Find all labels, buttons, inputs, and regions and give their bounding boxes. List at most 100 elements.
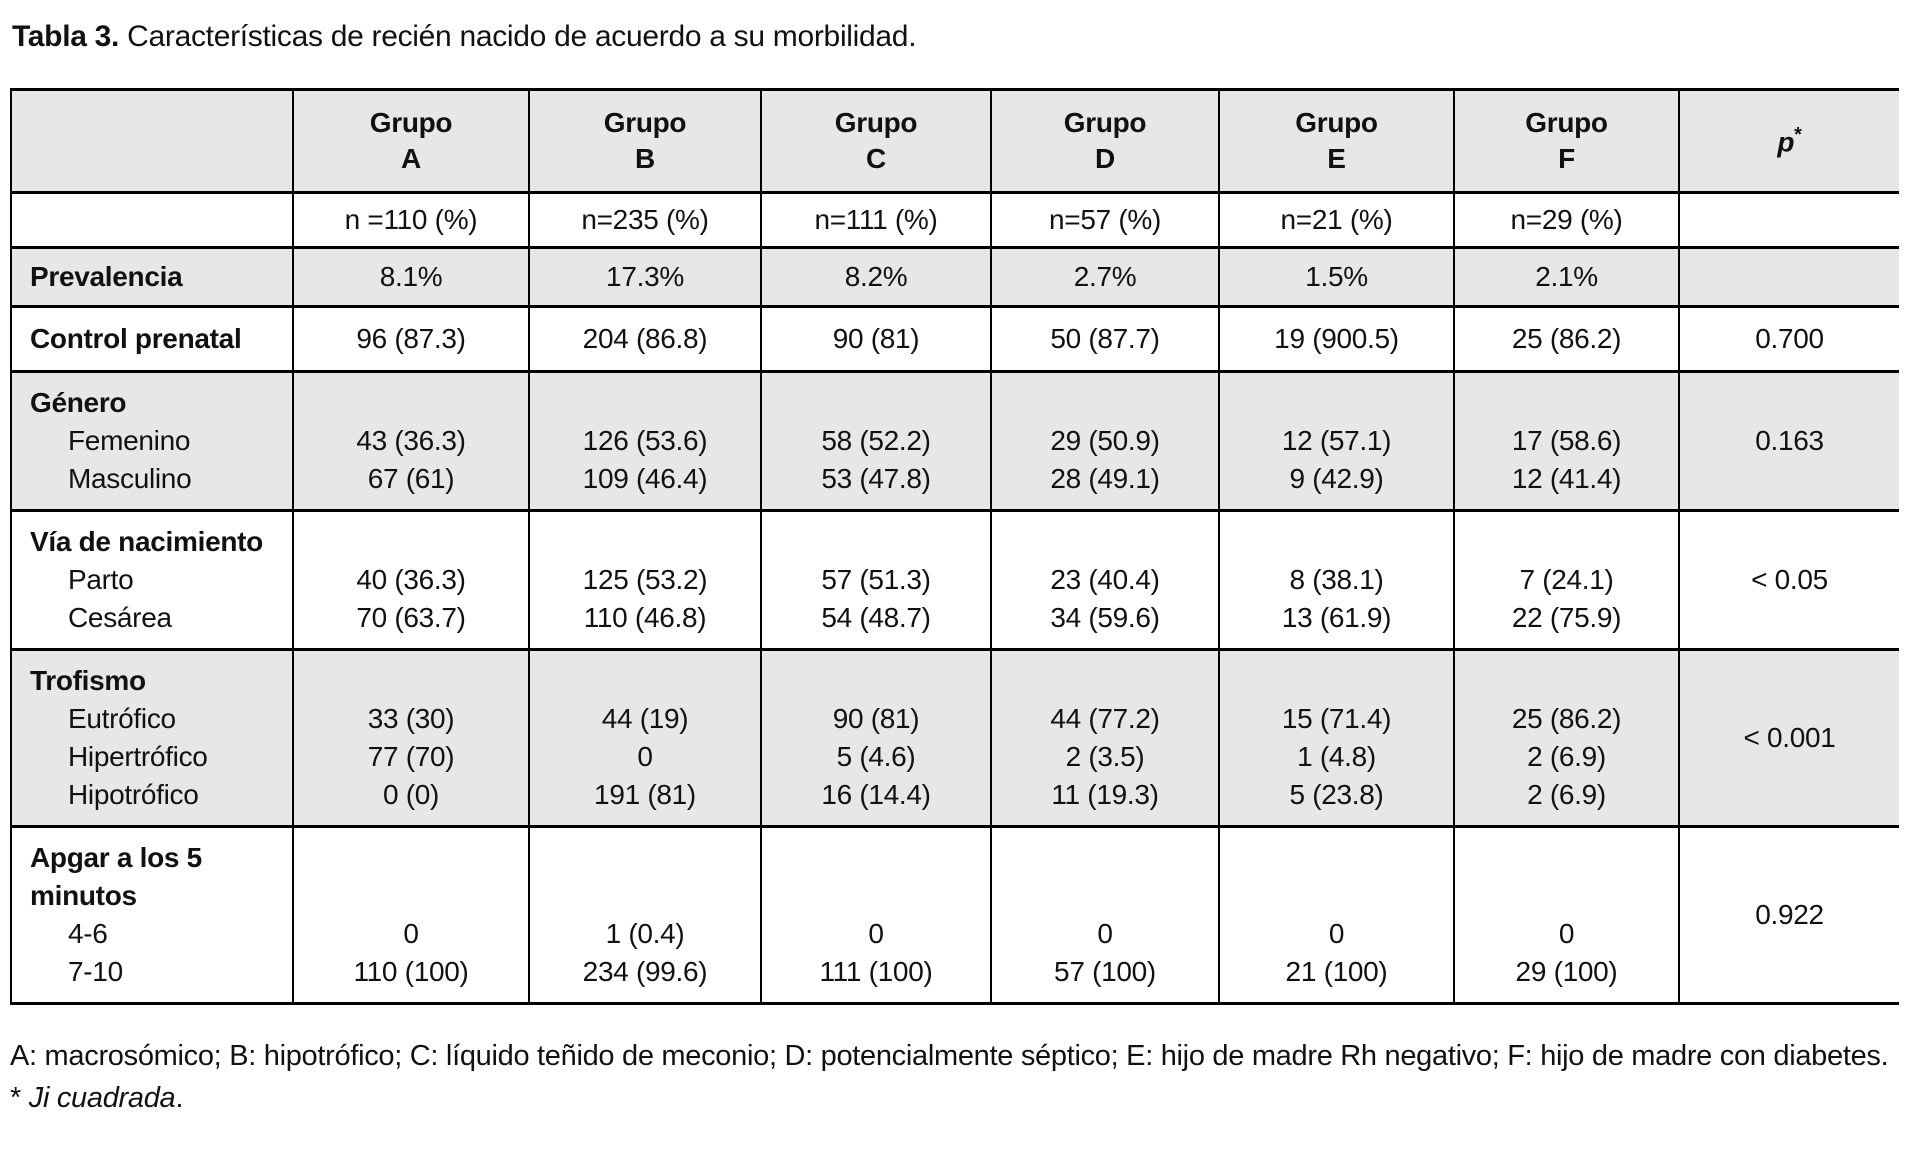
trofismo-section: Trofismo Eutrófico Hipertrófico Hipotróf… bbox=[11, 649, 1899, 828]
p-value-cell: 0.700 bbox=[1679, 306, 1899, 373]
value: 40 (36.3) bbox=[356, 564, 466, 595]
sub-label: 4-6 bbox=[68, 918, 108, 949]
p-value-cell: < 0.05 bbox=[1679, 510, 1899, 651]
value: 23 (40.4) bbox=[1050, 564, 1160, 595]
control-prenatal-row: Control prenatal 96 (87.3) 204 (86.8) 90… bbox=[11, 306, 1899, 373]
section-heading: Género bbox=[30, 387, 127, 418]
value: 13 (61.9) bbox=[1281, 602, 1392, 633]
footnote-asterisk: * bbox=[10, 1082, 29, 1114]
cell: 204 (86.8) bbox=[529, 306, 762, 373]
grupo-word: Grupo bbox=[1063, 107, 1147, 138]
table-title-number: Tabla 3. bbox=[12, 20, 120, 53]
row-label-genero: Género Femenino Masculino bbox=[11, 371, 294, 512]
grupo-letter: B bbox=[635, 143, 655, 174]
value: 0 bbox=[868, 918, 884, 949]
cell: 0 21 (100) bbox=[1219, 826, 1455, 1005]
cell: 29 (50.9) 28 (49.1) bbox=[991, 371, 1220, 512]
cell: 57 (51.3) 54 (48.7) bbox=[761, 510, 992, 651]
value: 111 (100) bbox=[819, 956, 933, 987]
cell: 96 (87.3) bbox=[293, 306, 530, 373]
cell: 40 (36.3) 70 (63.7) bbox=[293, 510, 530, 651]
p-value-cell: 0.922 bbox=[1679, 826, 1899, 1005]
grupo-word: Grupo bbox=[603, 107, 687, 138]
cell: 1.5% bbox=[1219, 247, 1455, 308]
sub-label: 7-10 bbox=[68, 956, 123, 987]
value: 109 (46.4) bbox=[582, 463, 708, 494]
value: 58 (52.2) bbox=[821, 425, 931, 456]
footnote-groups: A: macrosómico; B: hipotrófico; C: líqui… bbox=[10, 1040, 1889, 1072]
cell: 0 29 (100) bbox=[1454, 826, 1680, 1005]
value: 5 (23.8) bbox=[1289, 779, 1384, 810]
grupo-letter: A bbox=[401, 143, 421, 174]
value: 21 (100) bbox=[1285, 956, 1388, 987]
value: 25 (86.2) bbox=[1511, 703, 1622, 734]
value: 17 (58.6) bbox=[1511, 425, 1622, 456]
footnote-test-name: Ji cuadrada bbox=[28, 1082, 176, 1114]
sub-label: Cesárea bbox=[68, 602, 172, 633]
genero-section: Género Femenino Masculino 43 (36.3) 67 (6… bbox=[11, 371, 1899, 512]
row-label-trofismo: Trofismo Eutrófico Hipertrófico Hipotróf… bbox=[11, 649, 294, 828]
value: 90 (81) bbox=[832, 703, 920, 734]
value: 43 (36.3) bbox=[356, 425, 466, 456]
value: 0 bbox=[637, 741, 653, 772]
value: 126 (53.6) bbox=[582, 425, 708, 456]
section-heading: Apgar a los 5 bbox=[30, 842, 202, 873]
sub-label: Hipotrófico bbox=[68, 779, 199, 810]
value: 2 (3.5) bbox=[1065, 741, 1145, 772]
cell: 8 (38.1) 13 (61.9) bbox=[1219, 510, 1455, 651]
grupo-letter: F bbox=[1558, 143, 1575, 174]
cell: 2.1% bbox=[1454, 247, 1680, 308]
cell: 17 (58.6) 12 (41.4) bbox=[1454, 371, 1680, 512]
header-grupo-e: Grupo E bbox=[1219, 89, 1455, 194]
value: 2 (6.9) bbox=[1527, 741, 1606, 772]
value: 1 (0.4) bbox=[605, 918, 685, 949]
cell: 43 (36.3) 67 (61) bbox=[293, 371, 530, 512]
table-title: Tabla 3. Características de recién nacid… bbox=[12, 20, 1898, 54]
value: 110 (46.8) bbox=[583, 602, 707, 633]
grupo-word: Grupo bbox=[369, 107, 453, 138]
section-heading: Vía de nacimiento bbox=[30, 526, 263, 557]
cell: 126 (53.6) 109 (46.4) bbox=[529, 371, 762, 512]
cell: 7 (24.1) 22 (75.9) bbox=[1454, 510, 1680, 651]
value: 9 (42.9) bbox=[1289, 463, 1384, 494]
value: 1 (4.8) bbox=[1297, 741, 1376, 772]
sub-label: Hipertrófico bbox=[68, 741, 208, 772]
value: 0 bbox=[1097, 918, 1113, 949]
value: 53 (47.8) bbox=[821, 463, 931, 494]
cell: n=21 (%) bbox=[1219, 192, 1455, 249]
value: 2 (6.9) bbox=[1527, 779, 1606, 810]
value: 57 (100) bbox=[1054, 956, 1156, 987]
cell: 44 (19) 0 191 (81) bbox=[529, 649, 762, 828]
value: 11 (19.3) bbox=[1051, 779, 1159, 810]
via-nacimiento-section: Vía de nacimiento Parto Cesárea 40 (36.3… bbox=[11, 510, 1899, 651]
cell: n=29 (%) bbox=[1454, 192, 1680, 249]
cell: 19 (900.5) bbox=[1219, 306, 1455, 373]
header-p-value: p* bbox=[1679, 89, 1899, 194]
cell: 0 110 (100) bbox=[293, 826, 530, 1005]
value: 0 bbox=[403, 918, 419, 949]
sub-label: Femenino bbox=[68, 425, 191, 456]
cell: n=111 (%) bbox=[761, 192, 992, 249]
apgar-section: Apgar a los 5 minutos 4-6 7-10 0 110 (100… bbox=[11, 826, 1899, 1005]
value: 0 (0) bbox=[382, 779, 440, 810]
n-row: n =110 (%) n=235 (%) n=111 (%) n=57 (%) … bbox=[11, 192, 1899, 249]
value: 16 (14.4) bbox=[821, 779, 931, 810]
value: 33 (30) bbox=[367, 703, 455, 734]
value: 0 bbox=[1558, 918, 1575, 949]
header-grupo-d: Grupo D bbox=[991, 89, 1220, 194]
header-grupo-f: Grupo F bbox=[1454, 89, 1680, 194]
value: 8 (38.1) bbox=[1289, 564, 1384, 595]
cell: n =110 (%) bbox=[293, 192, 530, 249]
row-label-prevalencia: Prevalencia bbox=[11, 247, 294, 308]
value: 54 (48.7) bbox=[821, 602, 931, 633]
table-title-text: Características de recién nacido de acue… bbox=[119, 20, 917, 53]
value: 57 (51.3) bbox=[821, 564, 931, 595]
value: 44 (77.2) bbox=[1050, 703, 1160, 734]
value: 44 (19) bbox=[601, 703, 689, 734]
grupo-letter: D bbox=[1095, 143, 1115, 174]
header-grupo-c: Grupo C bbox=[761, 89, 992, 194]
value: 77 (70) bbox=[367, 741, 455, 772]
value: 22 (75.9) bbox=[1511, 602, 1622, 633]
section-heading: minutos bbox=[30, 880, 137, 911]
cell bbox=[1679, 192, 1899, 249]
